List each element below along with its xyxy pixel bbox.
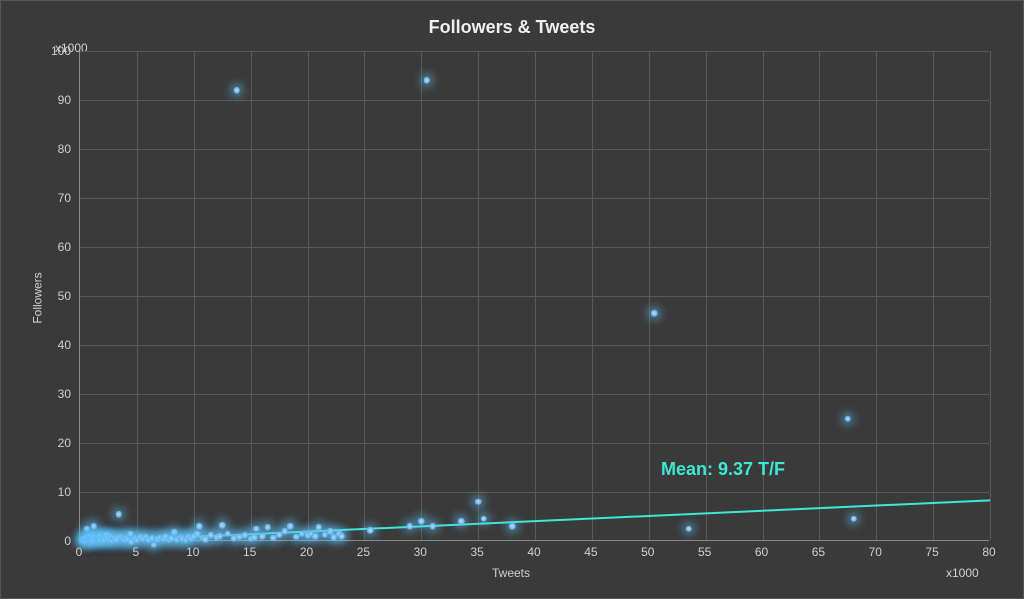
grid-line-h	[80, 149, 989, 150]
x-tick-label: 10	[186, 545, 199, 559]
grid-line-h	[80, 394, 989, 395]
grid-line-h	[80, 443, 989, 444]
data-point	[509, 523, 516, 530]
mean-line-label: Mean: 9.37 T/F	[661, 459, 785, 480]
y-tick-label: 90	[41, 93, 71, 107]
data-point	[367, 527, 374, 534]
data-point	[475, 499, 482, 506]
y-tick-label: 10	[41, 485, 71, 499]
x-tick-label: 25	[357, 545, 370, 559]
grid-line-h	[80, 345, 989, 346]
data-point	[219, 522, 226, 529]
x-axis-multiplier: x1000	[946, 566, 979, 580]
x-tick-label: 50	[641, 545, 654, 559]
data-point	[651, 310, 658, 317]
y-tick-label: 60	[41, 240, 71, 254]
grid-line-h	[80, 100, 989, 101]
x-tick-label: 60	[755, 545, 768, 559]
data-point	[418, 518, 425, 525]
x-tick-label: 40	[527, 545, 540, 559]
data-point	[90, 523, 97, 530]
data-point	[196, 523, 203, 530]
data-point	[685, 526, 692, 533]
grid-line-h	[80, 51, 989, 52]
x-tick-label: 35	[470, 545, 483, 559]
x-tick-label: 45	[584, 545, 597, 559]
scatter-chart: Followers & Tweets x1000 Followers Tweet…	[0, 0, 1024, 599]
grid-line-h	[80, 198, 989, 199]
data-point	[481, 516, 488, 523]
data-point	[458, 518, 465, 525]
data-point	[424, 77, 431, 84]
data-point	[338, 533, 345, 540]
x-tick-label: 30	[414, 545, 427, 559]
y-tick-label: 70	[41, 191, 71, 205]
y-tick-label: 50	[41, 289, 71, 303]
data-point	[115, 511, 122, 518]
x-tick-label: 70	[869, 545, 882, 559]
data-point	[429, 523, 436, 530]
data-point	[151, 542, 158, 549]
x-tick-label: 15	[243, 545, 256, 559]
data-point	[253, 526, 260, 533]
data-point	[407, 523, 414, 530]
grid-line-h	[80, 492, 989, 493]
y-tick-label: 100	[41, 44, 71, 58]
data-point	[234, 87, 241, 94]
y-tick-label: 80	[41, 142, 71, 156]
data-point	[217, 533, 224, 540]
plot-area	[79, 51, 989, 541]
x-tick-label: 0	[76, 545, 83, 559]
grid-line-h	[80, 296, 989, 297]
x-tick-label: 55	[698, 545, 711, 559]
x-tick-label: 20	[300, 545, 313, 559]
data-point	[259, 533, 266, 540]
data-point	[84, 526, 91, 533]
grid-line-h	[80, 247, 989, 248]
x-axis-label: Tweets	[492, 566, 530, 580]
y-tick-label: 40	[41, 338, 71, 352]
data-point	[287, 523, 294, 530]
grid-line-v	[990, 51, 991, 540]
x-tick-label: 5	[133, 545, 140, 559]
data-point	[312, 533, 319, 540]
y-tick-label: 30	[41, 387, 71, 401]
x-tick-label: 80	[982, 545, 995, 559]
data-point	[251, 534, 258, 541]
y-tick-label: 0	[41, 534, 71, 548]
chart-title: Followers & Tweets	[1, 1, 1023, 38]
x-tick-label: 65	[812, 545, 825, 559]
data-point	[845, 415, 852, 422]
y-tick-label: 20	[41, 436, 71, 450]
x-tick-label: 75	[925, 545, 938, 559]
data-point	[850, 516, 857, 523]
data-point	[316, 524, 323, 531]
data-point	[264, 524, 271, 531]
